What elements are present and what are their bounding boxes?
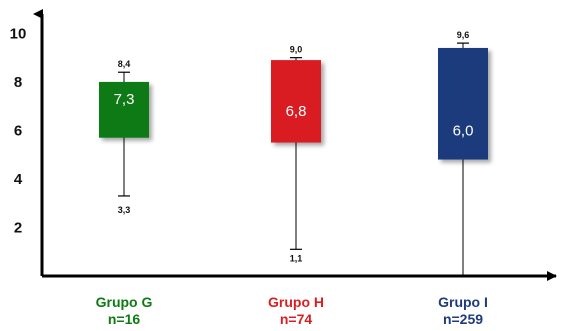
median-value-label: 6,8 — [286, 103, 307, 120]
box-group: 7,3 8,4 3,3 — [99, 59, 149, 215]
y-tick-label: 2 — [14, 219, 22, 236]
whisker-low-label: 1,1 — [290, 253, 303, 263]
y-tick-label: 4 — [14, 171, 23, 188]
box-group: 6,0 9,6 — [438, 30, 488, 276]
whisker-low-label: 3,3 — [118, 205, 131, 215]
category-name-label: Grupo I — [438, 294, 488, 310]
category-n-label: n=74 — [280, 311, 313, 327]
box-rect — [271, 60, 321, 143]
y-tick-label: 8 — [14, 74, 22, 91]
median-value-label: 7,3 — [114, 91, 135, 108]
whisker-high-label: 9,6 — [457, 30, 470, 40]
box-rect — [438, 47, 488, 160]
median-value-label: 6,0 — [453, 122, 474, 139]
box-group: 6,8 9,0 1,1 — [271, 45, 321, 263]
whisker-high-label: 8,4 — [118, 59, 131, 69]
box-rect — [99, 81, 149, 138]
category-n-label: n=259 — [443, 311, 483, 327]
whisker-high-label: 9,0 — [290, 45, 303, 55]
y-tick-label: 6 — [14, 122, 22, 139]
category-n-label: n=16 — [108, 311, 141, 327]
y-tick-label: 10 — [10, 25, 27, 42]
category-name-label: Grupo H — [268, 294, 324, 310]
category-name-label: Grupo G — [96, 294, 153, 310]
